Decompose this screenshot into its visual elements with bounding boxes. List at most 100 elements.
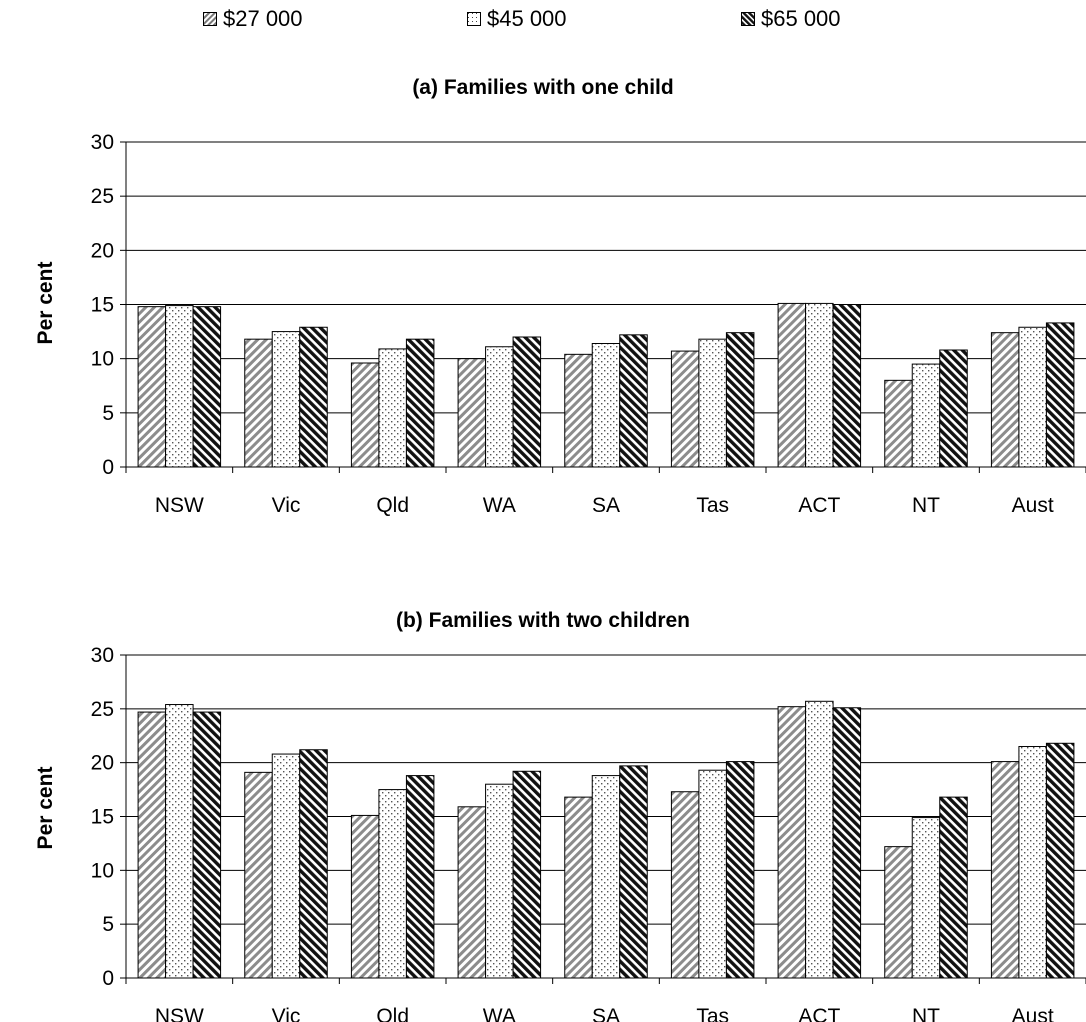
chart-title-a: (a) Families with one child: [412, 76, 674, 99]
bar-series-27000-tas: [670, 350, 700, 468]
x-tick-label: NSW: [155, 1005, 204, 1022]
bar-series-45000-tas: [698, 769, 727, 979]
y-tick-label: 30: [91, 644, 114, 667]
bar-series-65000-vic: [299, 326, 328, 468]
x-tick-label: Qld: [376, 1005, 409, 1022]
bar-series-27000-wa: [457, 806, 487, 979]
bar-series-27000-vic: [244, 338, 273, 468]
y-tick-label: 30: [91, 131, 114, 154]
x-tick-label: ACT: [798, 494, 840, 517]
chart-panel-b: 0 5 10 15 20 25 30 NSW Vic Qld WA SA Tas ACT NT Aust: [91, 644, 1086, 1022]
bar-series-27000-vic: [244, 771, 273, 979]
bar-series-27000-wa: [457, 358, 487, 468]
legend-item-45000: $45 000: [467, 6, 567, 32]
x-tick-label: NSW: [155, 494, 204, 517]
legend: $27 000 $45 000 $65 000: [0, 6, 1086, 36]
bar-series-27000-aust: [990, 332, 1020, 468]
legend-label: $27 000: [223, 6, 303, 31]
x-tick-label: Aust: [1012, 1005, 1054, 1022]
y-tick-label: 0: [102, 456, 114, 479]
y-tick-label: 20: [91, 752, 114, 775]
bar-series-65000-act: [832, 304, 862, 468]
x-tick-label: NT: [912, 1005, 940, 1022]
bar-series-27000-tas: [670, 791, 700, 979]
bar-series-45000-nt: [911, 363, 941, 468]
bar-series-65000-qld: [405, 775, 435, 979]
bar-series-65000-aust: [1045, 742, 1075, 979]
bar-series-65000-tas: [725, 761, 755, 979]
y-tick-label: 20: [91, 239, 114, 262]
bar-series-45000-aust: [1018, 746, 1047, 979]
x-tick-label: Aust: [1012, 494, 1054, 517]
bar-series-45000-act: [805, 302, 834, 468]
bar-series-45000-sa: [591, 343, 621, 468]
bar-series-45000-sa: [591, 775, 621, 979]
x-tick-label: NT: [912, 494, 940, 517]
y-tick-label: 15: [91, 806, 114, 829]
legend-swatch-dots: [467, 12, 481, 26]
bar-series-27000-nsw: [137, 306, 167, 468]
chart-title-b: (b) Families with two children: [395, 609, 691, 632]
y-tick-label: 15: [91, 294, 114, 317]
bar-series-27000-act: [777, 302, 807, 468]
legend-swatch-hatch-dark: [741, 12, 755, 26]
bar-series-45000-nt: [911, 817, 941, 979]
x-tick-label: Tas: [696, 494, 729, 517]
bar-series-45000-nsw: [165, 704, 194, 979]
x-tick-label: Vic: [272, 494, 301, 517]
bar-series-27000-sa: [564, 353, 593, 468]
bar-series-27000-aust: [990, 761, 1020, 979]
bar-series-45000-vic: [271, 331, 301, 468]
bar-series-65000-nt: [939, 796, 968, 979]
bar-series-45000-vic: [271, 753, 301, 979]
x-tick-label: ACT: [798, 1005, 840, 1022]
y-tick-label: 5: [102, 402, 114, 425]
y-tick-label: 5: [102, 913, 114, 936]
bar-series-65000-sa: [619, 334, 648, 468]
x-tick-label: WA: [483, 494, 516, 517]
legend-item-65000: $65 000: [741, 6, 841, 32]
bar-series-65000-qld: [405, 338, 435, 468]
x-tick-label: Qld: [376, 494, 409, 517]
bar-series-27000-qld: [350, 362, 380, 468]
bar-series-27000-nt: [884, 846, 913, 979]
y-tick-label: 10: [91, 859, 114, 882]
bar-series-65000-nt: [939, 349, 968, 468]
bar-series-45000-act: [805, 700, 834, 979]
y-tick-label: 0: [102, 967, 114, 990]
bar-series-65000-act: [832, 707, 862, 979]
y-tick-label: 25: [91, 698, 114, 721]
bar-series-65000-sa: [619, 765, 648, 979]
bar-series-65000-nsw: [192, 306, 222, 468]
x-tick-label: Vic: [272, 1005, 301, 1022]
x-tick-label: SA: [592, 1005, 620, 1022]
bar-series-65000-tas: [725, 332, 755, 468]
bar-series-27000-nt: [884, 379, 913, 468]
bar-series-45000-aust: [1018, 326, 1047, 468]
bar-series-45000-wa: [485, 783, 514, 979]
y-tick-label: 10: [91, 348, 114, 371]
bar-series-45000-qld: [378, 348, 407, 468]
y-tick-label: 25: [91, 185, 114, 208]
x-tick-label: WA: [483, 1005, 516, 1022]
bar-series-45000-nsw: [165, 305, 194, 468]
bar-series-65000-wa: [512, 336, 542, 468]
legend-item-27000: $27 000: [203, 6, 303, 32]
bar-series-65000-vic: [299, 749, 328, 979]
bar-series-27000-act: [777, 706, 807, 979]
legend-swatch-hatch-light: [203, 12, 217, 26]
bar-series-27000-sa: [564, 796, 593, 979]
bar-series-65000-nsw: [192, 711, 222, 979]
bar-series-65000-wa: [512, 770, 542, 979]
legend-label: $45 000: [487, 6, 567, 31]
bar-series-45000-tas: [698, 338, 727, 468]
bar-series-65000-aust: [1045, 322, 1075, 468]
bar-series-27000-nsw: [137, 711, 167, 979]
bar-series-45000-qld: [378, 789, 407, 979]
legend-label: $65 000: [761, 6, 841, 31]
bar-series-27000-qld: [350, 814, 380, 979]
chart-panel-a: 0 5 10 15 20 25 30 NSW Vic Qld WA SA Tas ACT NT Aust: [91, 131, 1086, 517]
x-tick-label: SA: [592, 494, 620, 517]
bar-series-45000-wa: [485, 346, 514, 468]
x-tick-label: Tas: [696, 1005, 729, 1022]
